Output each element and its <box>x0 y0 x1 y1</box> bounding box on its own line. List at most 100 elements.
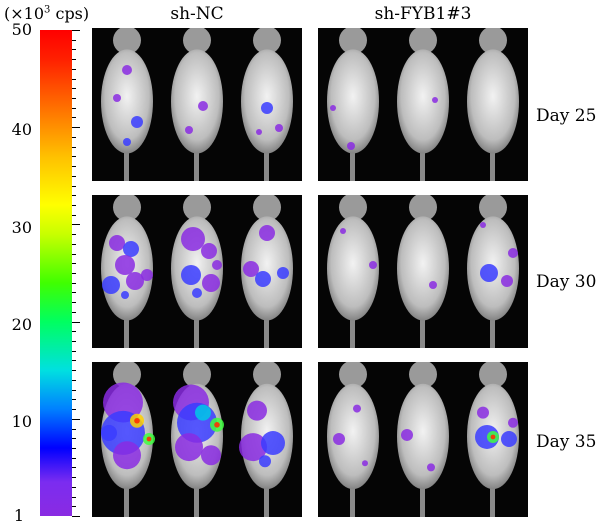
luminescence-signal <box>123 138 131 146</box>
luminescence-signal <box>113 94 121 102</box>
scale-tick <box>72 312 76 313</box>
scale-tick <box>72 49 76 50</box>
scale-tick <box>72 127 80 128</box>
scale-tick <box>72 360 76 361</box>
scale-label-30: 30 <box>11 218 32 237</box>
mice-image <box>101 195 293 348</box>
luminescence-signal <box>181 265 201 285</box>
luminescence-signal <box>277 267 289 279</box>
scale-label-50: 50 <box>11 20 32 39</box>
luminescence-signal <box>362 460 368 467</box>
mouse <box>397 195 449 348</box>
luminescence-signal <box>239 433 267 462</box>
scale-tick <box>72 156 76 157</box>
luminescence-signal <box>192 288 202 298</box>
luminescence-signal <box>429 281 437 289</box>
luminescence-signal <box>102 276 120 294</box>
luminescence-signal <box>243 261 259 277</box>
scale-tick <box>72 273 76 274</box>
luminescence-signal <box>369 261 377 269</box>
scale-tick <box>72 215 76 216</box>
mice-image <box>327 195 519 348</box>
mouse <box>101 362 155 517</box>
scale-tick <box>72 380 76 381</box>
mouse <box>327 195 379 348</box>
luminescence-signal <box>247 400 267 421</box>
image-panel-sh-nc-day35 <box>92 362 302 517</box>
luminescence-signal <box>121 291 129 299</box>
mouse <box>327 28 379 181</box>
luminescence-signal <box>330 105 336 111</box>
scale-tick <box>72 98 76 99</box>
day-label-30: Day 30 <box>536 272 597 292</box>
scale-label-20: 20 <box>11 315 32 334</box>
luminescence-signal <box>122 65 132 75</box>
luminescence-signal <box>508 248 518 258</box>
luminescence-signal <box>103 382 143 423</box>
scale-tick <box>72 283 76 284</box>
luminescence-signal <box>109 235 125 251</box>
luminescence-signal <box>195 404 211 421</box>
scale-tick <box>72 69 76 70</box>
scale-tick <box>72 234 76 235</box>
mouse <box>467 362 519 517</box>
luminescence-signal <box>347 142 355 150</box>
luminescence-signal <box>501 430 517 447</box>
scale-tick <box>72 429 76 430</box>
group-title-sh-fyb1: sh-FYB1#3 <box>374 4 472 24</box>
mouse <box>241 195 293 348</box>
luminescence-signal <box>175 433 203 462</box>
scale-tick <box>72 487 76 488</box>
luminescence-signal <box>181 227 205 251</box>
luminescence-signal <box>101 424 117 441</box>
luminescence-signal <box>401 428 413 441</box>
scale-tick <box>72 351 76 352</box>
luminescence-signal <box>131 116 143 128</box>
image-panel-sh-fyb1-day30 <box>318 195 528 348</box>
scale-tick <box>72 341 76 342</box>
scale-tick <box>72 331 76 332</box>
luminescence-signal <box>427 463 435 472</box>
mice-image <box>101 362 293 517</box>
mouse <box>101 195 153 348</box>
scale-tick <box>72 254 76 255</box>
scale-tick <box>72 176 76 177</box>
scale-tick <box>72 322 80 323</box>
luminescence-signal <box>259 455 271 468</box>
luminescence-signal <box>261 431 285 456</box>
scale-tick <box>72 59 76 60</box>
scale-tick <box>72 147 76 148</box>
luminescence-signal <box>477 406 489 419</box>
scale-tick <box>72 244 76 245</box>
mouse <box>171 362 224 517</box>
luminescence-signal <box>261 102 273 114</box>
scale-tick <box>72 458 76 459</box>
scale-tick <box>72 399 76 400</box>
luminescence-signal <box>275 124 283 132</box>
luminescence-signal <box>259 225 275 241</box>
scale-label-10: 10 <box>11 412 32 431</box>
scale-tick <box>72 137 76 138</box>
luminescence-signal <box>201 445 221 466</box>
scale-tick <box>72 438 76 439</box>
scale-unit-label: (×103 cps) <box>4 4 90 23</box>
luminescence-signal <box>508 417 518 428</box>
luminescence-signal <box>201 243 217 259</box>
mouse <box>101 28 153 181</box>
scale-tick <box>72 419 80 420</box>
image-panel-sh-nc-day25 <box>92 28 302 181</box>
scale-tick <box>72 292 76 293</box>
mouse <box>171 28 223 181</box>
luminescence-signal <box>501 275 513 287</box>
luminescence-signal <box>202 274 220 292</box>
mouse <box>239 362 293 517</box>
scale-tick <box>72 108 76 109</box>
mice-image <box>327 28 519 181</box>
mouse <box>467 28 519 181</box>
scale-tick <box>72 409 76 410</box>
scale-label-1: 1 <box>13 506 24 525</box>
luminescence-signal <box>333 432 345 445</box>
luminescence-signal <box>126 272 144 290</box>
luminescence-signal <box>480 264 498 282</box>
mouse <box>171 195 223 348</box>
